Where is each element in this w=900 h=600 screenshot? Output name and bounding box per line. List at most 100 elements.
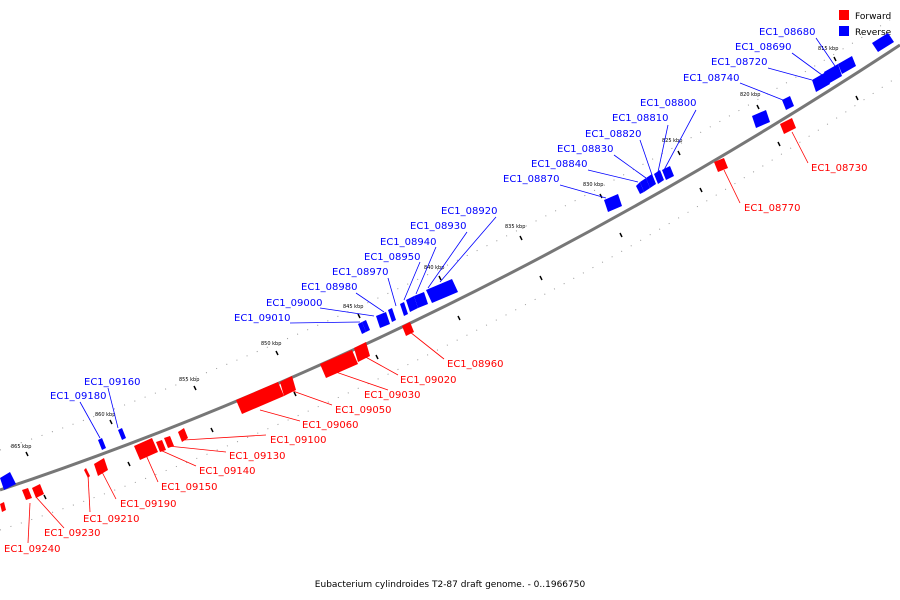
leader-line <box>723 169 741 204</box>
scale-tick <box>777 141 781 147</box>
gene-feature-reverse <box>0 472 16 490</box>
gene-label-forward: EC1_09050 <box>335 405 391 416</box>
scale-tick <box>193 385 197 391</box>
gene-label-reverse: EC1_08830 <box>557 144 613 155</box>
leader-line <box>319 307 375 317</box>
gene-feature-reverse <box>118 428 126 440</box>
leader-line <box>559 184 607 199</box>
genome-backbone <box>0 43 900 492</box>
legend-reverse-label: Reverse <box>855 28 892 38</box>
scale-tick <box>539 275 543 281</box>
leader-line <box>415 246 437 295</box>
scale-label: 860 kbp <box>95 412 115 418</box>
gene-label-reverse: EC1_08810 <box>612 113 668 124</box>
scale-tick <box>619 232 623 238</box>
leader-line <box>79 401 101 439</box>
gene-label-reverse: EC1_08920 <box>441 206 497 217</box>
legend-reverse-swatch <box>839 26 849 36</box>
scale-label: 845 kbp <box>343 304 363 310</box>
leader-line <box>145 454 159 483</box>
scale-label: 820 kbp <box>740 92 760 98</box>
gene-feature-forward <box>134 438 158 460</box>
leader-line <box>387 277 397 307</box>
scale-tick <box>210 427 214 433</box>
gene-feature-forward <box>320 350 358 378</box>
leader-line <box>791 52 823 76</box>
scale-tick <box>357 313 361 319</box>
gene-feature-forward <box>164 436 174 448</box>
gene-label-forward: EC1_08770 <box>744 203 800 214</box>
gene-label-reverse: EC1_08970 <box>332 267 388 278</box>
gene-feature-forward <box>402 322 414 336</box>
scale-tick <box>293 391 297 397</box>
gene-feature-reverse <box>782 96 794 110</box>
leader-line <box>159 449 197 467</box>
gene-feature-reverse <box>646 174 656 188</box>
scale-label: 855 kbp <box>179 377 199 383</box>
forward-gene-labels: EC1_08730 EC1_08770 EC1_08960 EC1_09020 … <box>4 163 867 555</box>
leader-line <box>767 67 813 81</box>
gene-label-forward: EC1_09100 <box>270 435 326 446</box>
gene-feature-reverse <box>640 178 650 192</box>
gene-label-reverse: EC1_08940 <box>380 237 436 248</box>
gene-label-forward: EC1_09030 <box>364 390 420 401</box>
gene-label-reverse: EC1_08680 <box>759 27 815 38</box>
reverse-gene-labels: EC1_08680 EC1_08690 EC1_08720 EC1_08740 … <box>50 27 815 402</box>
scale-tick <box>25 451 29 457</box>
legend-forward-swatch <box>839 10 849 20</box>
scale-labels: 815 kbp 820 kbp 825 kbp 830 kbp 835 kbp … <box>11 46 838 450</box>
gene-feature-reverse <box>400 302 408 316</box>
leader-line <box>639 139 653 176</box>
scale-tick <box>275 350 279 356</box>
leader-line <box>439 216 497 283</box>
scale-tick <box>109 419 113 425</box>
gene-feature-reverse <box>824 64 842 84</box>
gene-label-reverse: EC1_08870 <box>503 174 559 185</box>
leader-line <box>355 292 385 313</box>
gene-feature-forward <box>94 458 108 476</box>
leader-line <box>409 331 445 360</box>
reverse-leaders <box>79 37 836 439</box>
reverse-gene-features <box>0 33 894 490</box>
gene-feature-forward <box>178 428 188 442</box>
gene-label-forward: EC1_09130 <box>229 451 285 462</box>
gene-label-forward: EC1_09020 <box>400 375 456 386</box>
gene-label-forward: EC1_09210 <box>83 514 139 525</box>
scale-tick <box>457 315 461 321</box>
leader-line <box>329 369 389 391</box>
gene-label-reverse: EC1_08980 <box>301 282 357 293</box>
gene-label-reverse: EC1_08930 <box>410 221 466 232</box>
gene-feature-forward <box>156 440 166 452</box>
leader-line <box>289 389 333 406</box>
gene-feature-forward <box>354 342 370 362</box>
gene-feature-reverse <box>362 320 370 332</box>
scale-tick <box>519 235 523 241</box>
scale-label: 840 kbp <box>424 265 444 271</box>
gene-label-forward: EC1_08730 <box>811 163 867 174</box>
scale-label: 830 kbp <box>583 182 603 188</box>
gene-feature-reverse <box>426 279 458 303</box>
gene-feature-reverse <box>838 56 856 74</box>
gene-label-reverse: EC1_08720 <box>711 57 767 68</box>
forward-leaders <box>27 131 809 544</box>
scale-label: 815 kbp <box>818 46 838 52</box>
gene-label-reverse: EC1_09010 <box>234 313 290 324</box>
gene-label-reverse: EC1_08690 <box>735 42 791 53</box>
gene-label-reverse: EC1_08840 <box>531 159 587 170</box>
gene-feature-reverse <box>414 292 428 308</box>
leader-line <box>791 131 809 164</box>
leader-line <box>663 109 697 171</box>
gene-feature-forward <box>84 468 90 478</box>
gene-label-reverse: EC1_08820 <box>585 129 641 140</box>
scale-tick <box>756 104 760 110</box>
gene-label-forward: EC1_09240 <box>4 544 60 555</box>
gene-feature-forward <box>714 158 728 172</box>
gene-feature-reverse <box>872 33 894 52</box>
leader-line <box>587 169 639 183</box>
gene-label-forward: EC1_09230 <box>44 528 100 539</box>
gene-feature-reverse <box>662 166 674 180</box>
scale-tick <box>855 95 859 101</box>
leader-line <box>613 154 647 179</box>
legend-forward-label: Forward <box>855 12 891 22</box>
